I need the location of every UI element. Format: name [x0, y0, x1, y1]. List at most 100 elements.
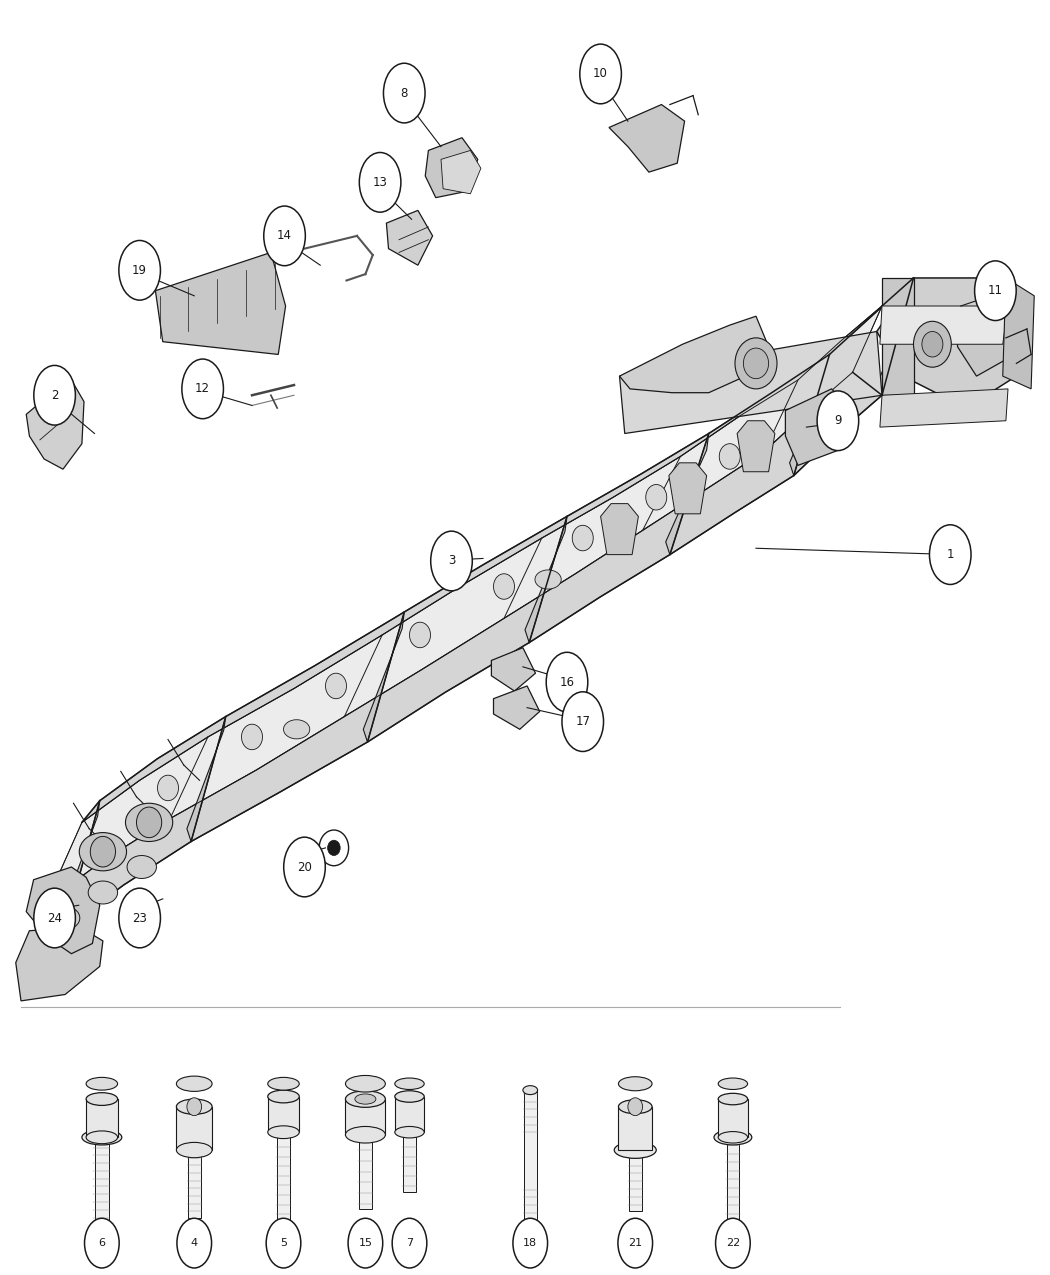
Polygon shape — [26, 867, 100, 954]
Polygon shape — [785, 389, 853, 465]
Ellipse shape — [929, 525, 971, 584]
Ellipse shape — [345, 1076, 385, 1091]
Ellipse shape — [284, 719, 310, 739]
Ellipse shape — [546, 653, 588, 711]
Circle shape — [494, 574, 514, 599]
Polygon shape — [737, 421, 775, 472]
Polygon shape — [877, 278, 1029, 408]
Ellipse shape — [34, 366, 76, 425]
Polygon shape — [790, 354, 830, 476]
Polygon shape — [395, 1096, 424, 1132]
Circle shape — [136, 807, 162, 838]
Text: 5: 5 — [280, 1238, 287, 1248]
Polygon shape — [494, 686, 540, 729]
Polygon shape — [386, 210, 433, 265]
Ellipse shape — [359, 153, 401, 212]
Ellipse shape — [119, 889, 161, 947]
Ellipse shape — [176, 1219, 211, 1267]
Ellipse shape — [86, 1093, 118, 1105]
Polygon shape — [525, 516, 567, 643]
Ellipse shape — [80, 833, 127, 871]
Text: 6: 6 — [99, 1238, 105, 1248]
Polygon shape — [268, 1096, 299, 1132]
Circle shape — [90, 836, 116, 867]
Polygon shape — [524, 1090, 537, 1234]
Circle shape — [719, 444, 740, 469]
Polygon shape — [46, 372, 882, 928]
Text: 1: 1 — [946, 548, 954, 561]
Ellipse shape — [395, 1127, 424, 1139]
Polygon shape — [620, 332, 882, 434]
Ellipse shape — [618, 1076, 652, 1091]
Polygon shape — [94, 1141, 109, 1224]
Ellipse shape — [718, 1079, 748, 1089]
Polygon shape — [86, 1099, 118, 1137]
Ellipse shape — [718, 1093, 748, 1104]
Ellipse shape — [618, 1099, 652, 1114]
Circle shape — [628, 1098, 643, 1116]
Polygon shape — [176, 1107, 212, 1150]
Ellipse shape — [84, 1219, 120, 1267]
Ellipse shape — [176, 1076, 212, 1091]
Ellipse shape — [268, 1077, 299, 1090]
Text: 19: 19 — [132, 264, 147, 277]
Text: 23: 23 — [132, 912, 147, 924]
Ellipse shape — [430, 532, 473, 590]
Text: 7: 7 — [406, 1238, 413, 1248]
Circle shape — [187, 1098, 202, 1116]
Polygon shape — [620, 316, 766, 393]
Polygon shape — [666, 434, 709, 555]
Ellipse shape — [523, 1086, 538, 1094]
Circle shape — [922, 332, 943, 357]
Text: 16: 16 — [560, 676, 574, 688]
Ellipse shape — [395, 1091, 424, 1102]
Text: 17: 17 — [575, 715, 590, 728]
Polygon shape — [363, 612, 404, 742]
Ellipse shape — [268, 1090, 299, 1103]
Polygon shape — [956, 300, 1013, 376]
Polygon shape — [188, 1154, 201, 1218]
Polygon shape — [345, 1099, 385, 1135]
Ellipse shape — [82, 1130, 122, 1145]
Polygon shape — [718, 1099, 748, 1137]
Polygon shape — [1003, 278, 1034, 389]
Ellipse shape — [176, 1099, 212, 1114]
Polygon shape — [880, 306, 1008, 344]
Polygon shape — [425, 138, 478, 198]
Ellipse shape — [512, 1219, 548, 1267]
Polygon shape — [618, 1107, 652, 1150]
Text: 4: 4 — [191, 1238, 197, 1248]
Text: 2: 2 — [50, 389, 59, 402]
Ellipse shape — [562, 692, 604, 751]
Circle shape — [914, 321, 951, 367]
Polygon shape — [441, 150, 481, 194]
Polygon shape — [16, 928, 103, 1001]
Text: 15: 15 — [358, 1238, 373, 1248]
Ellipse shape — [264, 207, 306, 265]
Polygon shape — [46, 306, 882, 903]
Circle shape — [646, 484, 667, 510]
Ellipse shape — [86, 1131, 118, 1144]
Polygon shape — [727, 1141, 739, 1220]
Ellipse shape — [580, 45, 622, 103]
Text: 18: 18 — [523, 1238, 538, 1248]
Ellipse shape — [86, 1077, 118, 1090]
Text: 14: 14 — [277, 230, 292, 242]
Ellipse shape — [383, 64, 425, 122]
Polygon shape — [155, 252, 286, 354]
Ellipse shape — [355, 1094, 376, 1104]
Polygon shape — [187, 717, 226, 842]
Ellipse shape — [974, 261, 1016, 320]
Polygon shape — [609, 105, 685, 172]
Text: 9: 9 — [834, 414, 842, 427]
Ellipse shape — [50, 907, 80, 929]
Polygon shape — [669, 463, 707, 514]
Circle shape — [743, 348, 769, 379]
Polygon shape — [61, 801, 100, 928]
Text: 20: 20 — [297, 861, 312, 873]
Ellipse shape — [392, 1219, 426, 1267]
Polygon shape — [359, 1135, 372, 1209]
Text: 10: 10 — [593, 68, 608, 80]
Ellipse shape — [267, 1219, 300, 1267]
Ellipse shape — [176, 1142, 212, 1158]
